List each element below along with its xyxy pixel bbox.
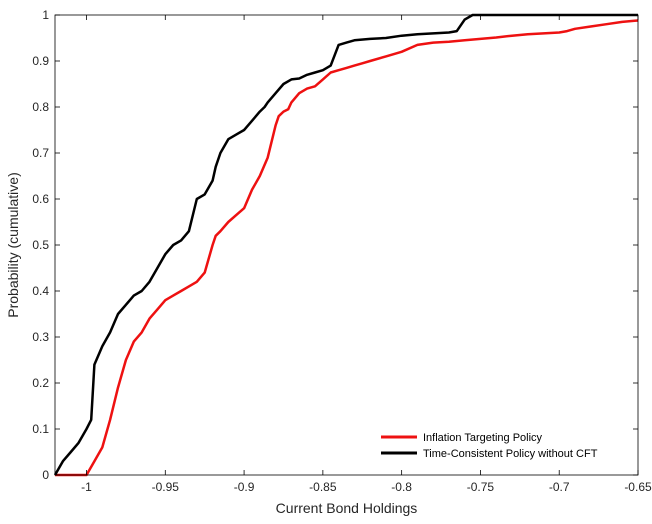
y-tick-label: 0.7 bbox=[32, 146, 49, 160]
y-axis: 0 0.1 0.2 0.3 0.4 0.5 0.6 0.7 0.8 0.9 1 bbox=[32, 8, 638, 482]
y-tick-label: 0.8 bbox=[32, 100, 49, 114]
x-tick-label: -0.75 bbox=[467, 480, 495, 494]
y-tick-label: 0 bbox=[42, 468, 49, 482]
x-tick-label: -0.85 bbox=[309, 480, 337, 494]
legend-label-inflation-targeting: Inflation Targeting Policy bbox=[423, 432, 543, 444]
plot-lines bbox=[53, 13, 639, 477]
y-tick-label: 1 bbox=[42, 8, 49, 22]
y-tick-label: 0.4 bbox=[32, 284, 49, 298]
y-tick-label: 0.1 bbox=[32, 422, 49, 436]
series-line-0 bbox=[55, 19, 639, 477]
x-axis: -1 -0.95 -0.9 -0.85 -0.8 -0.75 -0.7 -0.65 bbox=[81, 15, 652, 494]
y-tick-label: 0.5 bbox=[32, 238, 49, 252]
x-axis-label: Current Bond Holdings bbox=[276, 500, 418, 516]
legend-label-time-consistent: Time-Consistent Policy without CFT bbox=[423, 448, 598, 460]
legend-box bbox=[374, 427, 626, 467]
x-tick-label: -0.95 bbox=[152, 480, 180, 494]
x-tick-label: -0.9 bbox=[234, 480, 255, 494]
y-axis-label: Probability (cumulative) bbox=[5, 172, 21, 318]
y-tick-label: 0.3 bbox=[32, 330, 49, 344]
x-tick-label: -1 bbox=[81, 480, 92, 494]
series-line-1 bbox=[53, 13, 638, 476]
y-tick-label: 0.2 bbox=[32, 376, 49, 390]
y-tick-label: 0.9 bbox=[32, 54, 49, 68]
x-tick-label: -0.8 bbox=[391, 480, 412, 494]
x-tick-label: -0.65 bbox=[624, 480, 652, 494]
x-tick-label: -0.7 bbox=[549, 480, 570, 494]
y-tick-label: 0.6 bbox=[32, 192, 49, 206]
legend: Inflation Targeting Policy Time-Consiste… bbox=[374, 427, 626, 467]
